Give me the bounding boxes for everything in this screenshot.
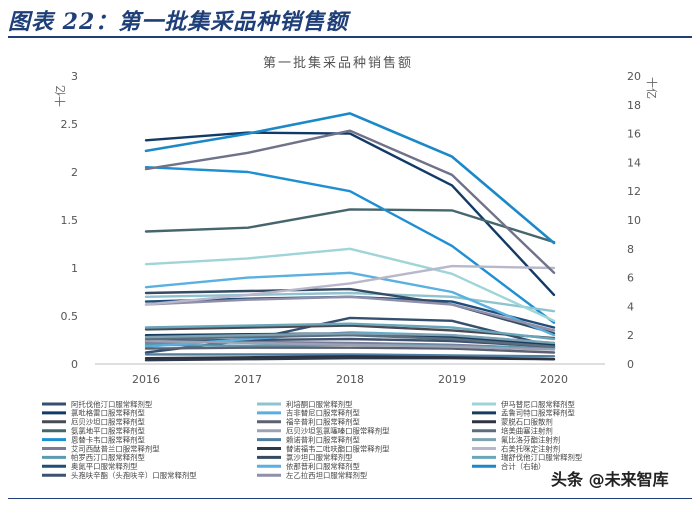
legend-label: 左乙拉西坦口服常释剂型 <box>286 471 368 480</box>
x-tick-label: 2017 <box>234 373 262 386</box>
y-right-tick-label: 18 <box>627 99 641 112</box>
legend-label: 福辛普利口服常释剂型 <box>286 418 361 427</box>
legend-label: 艾司西酞普兰口服常释剂型 <box>71 444 160 453</box>
series-line <box>144 165 556 324</box>
legend-label: 伊马替尼口服常释剂型 <box>501 400 576 409</box>
y-right-axis-label: 十亿 <box>645 77 659 99</box>
y-right-tick-label: 8 <box>627 243 634 256</box>
legend-label: 合计（右轴） <box>501 462 545 471</box>
legend-label: 氯沙坦口服常释剂型 <box>286 453 353 462</box>
x-tick-label: 2016 <box>132 373 160 386</box>
y-right-tick-label: 20 <box>627 70 641 83</box>
y-right-tick-label: 14 <box>627 156 641 169</box>
series-line <box>144 353 556 358</box>
y-left-axis-label: 十亿 <box>53 85 67 107</box>
series-line <box>144 295 556 332</box>
legend-label: 右美托咪定注射剂 <box>501 444 560 453</box>
legend-label: 吉非替尼口服常释剂型 <box>286 409 361 418</box>
series-line <box>144 332 556 345</box>
y-right-tick-label: 12 <box>627 185 641 198</box>
series-line <box>144 247 556 322</box>
title-rule <box>8 36 692 38</box>
y-left-tick-label: 0 <box>71 358 78 371</box>
legend-label: 厄贝沙坦氢氯噻嗪口服常释剂型 <box>286 427 390 436</box>
legend-label: 孟鲁司特口服常释剂型 <box>501 409 576 418</box>
legend-label: 依那普利口服常释剂型 <box>286 462 361 471</box>
legend-label: 厄贝沙坦口服常释剂型 <box>71 418 146 427</box>
x-tick-label: 2019 <box>438 373 466 386</box>
legend-label: 帕罗西汀口服常释剂型 <box>71 453 146 462</box>
series-line <box>144 355 556 361</box>
series-line <box>144 291 556 313</box>
series-line <box>144 112 556 245</box>
legend-label: 替诺福韦二吡呋酯口服常释剂型 <box>286 444 390 453</box>
bottom-rule <box>8 498 692 499</box>
y-left-tick-label: 0.5 <box>61 310 79 323</box>
x-tick-label: 2018 <box>336 373 364 386</box>
series-line <box>144 337 556 348</box>
series-line <box>144 346 556 354</box>
series-line <box>144 129 556 274</box>
x-tick-label: 2020 <box>540 373 568 386</box>
y-right-tick-label: 6 <box>627 272 634 285</box>
legend-label: 蒙脱石口服散剂 <box>501 418 553 427</box>
y-right-tick-label: 0 <box>627 358 634 371</box>
y-right-tick-label: 16 <box>627 128 641 141</box>
series-line <box>144 334 556 348</box>
legend-label: 奥氮平口服常释剂型 <box>71 462 138 471</box>
series-line <box>144 208 556 244</box>
series-line <box>144 322 556 341</box>
legend-label: 氨氯地平口服常释剂型 <box>71 427 146 436</box>
legend-label: 培美曲塞注射剂 <box>501 427 553 436</box>
y-left-tick-label: 1 <box>71 262 78 275</box>
legend-label: 赖诺普利口服常释剂型 <box>286 435 361 444</box>
series-line <box>144 264 556 306</box>
legend-label: 头孢呋辛酯（头孢呋辛）口服常释剂型 <box>71 471 197 480</box>
legend-label: 氟比洛芬酯注射剂 <box>501 435 560 444</box>
legend-label: 阿托伐他汀口服常释剂型 <box>71 400 153 409</box>
legend-label: 瑞舒伐他汀口服常释剂型 <box>501 453 583 462</box>
legend-label: 利培酮口服常释剂型 <box>286 400 353 409</box>
y-left-tick-label: 1.5 <box>61 214 79 227</box>
figure-title: 图表 22：第一批集采品种销售额 <box>8 9 349 35</box>
chart-title: 第一批集采品种销售额 <box>263 55 413 71</box>
y-right-tick-label: 10 <box>627 214 641 227</box>
y-right-tick-label: 4 <box>627 300 634 313</box>
series-line <box>144 339 556 351</box>
legend-label: 氯吡格雷口服常释剂型 <box>71 409 146 418</box>
y-left-tick-label: 3 <box>71 70 78 83</box>
y-left-tick-label: 2 <box>71 166 78 179</box>
series-line <box>144 316 556 354</box>
series-line <box>144 324 556 340</box>
y-left-tick-label: 2.5 <box>61 118 79 131</box>
watermark: 头条 @未来智库 <box>548 466 672 490</box>
y-right-tick-label: 2 <box>627 329 634 342</box>
legend-label: 恩替卡韦口服常释剂型 <box>71 435 146 444</box>
series-line <box>144 271 556 337</box>
